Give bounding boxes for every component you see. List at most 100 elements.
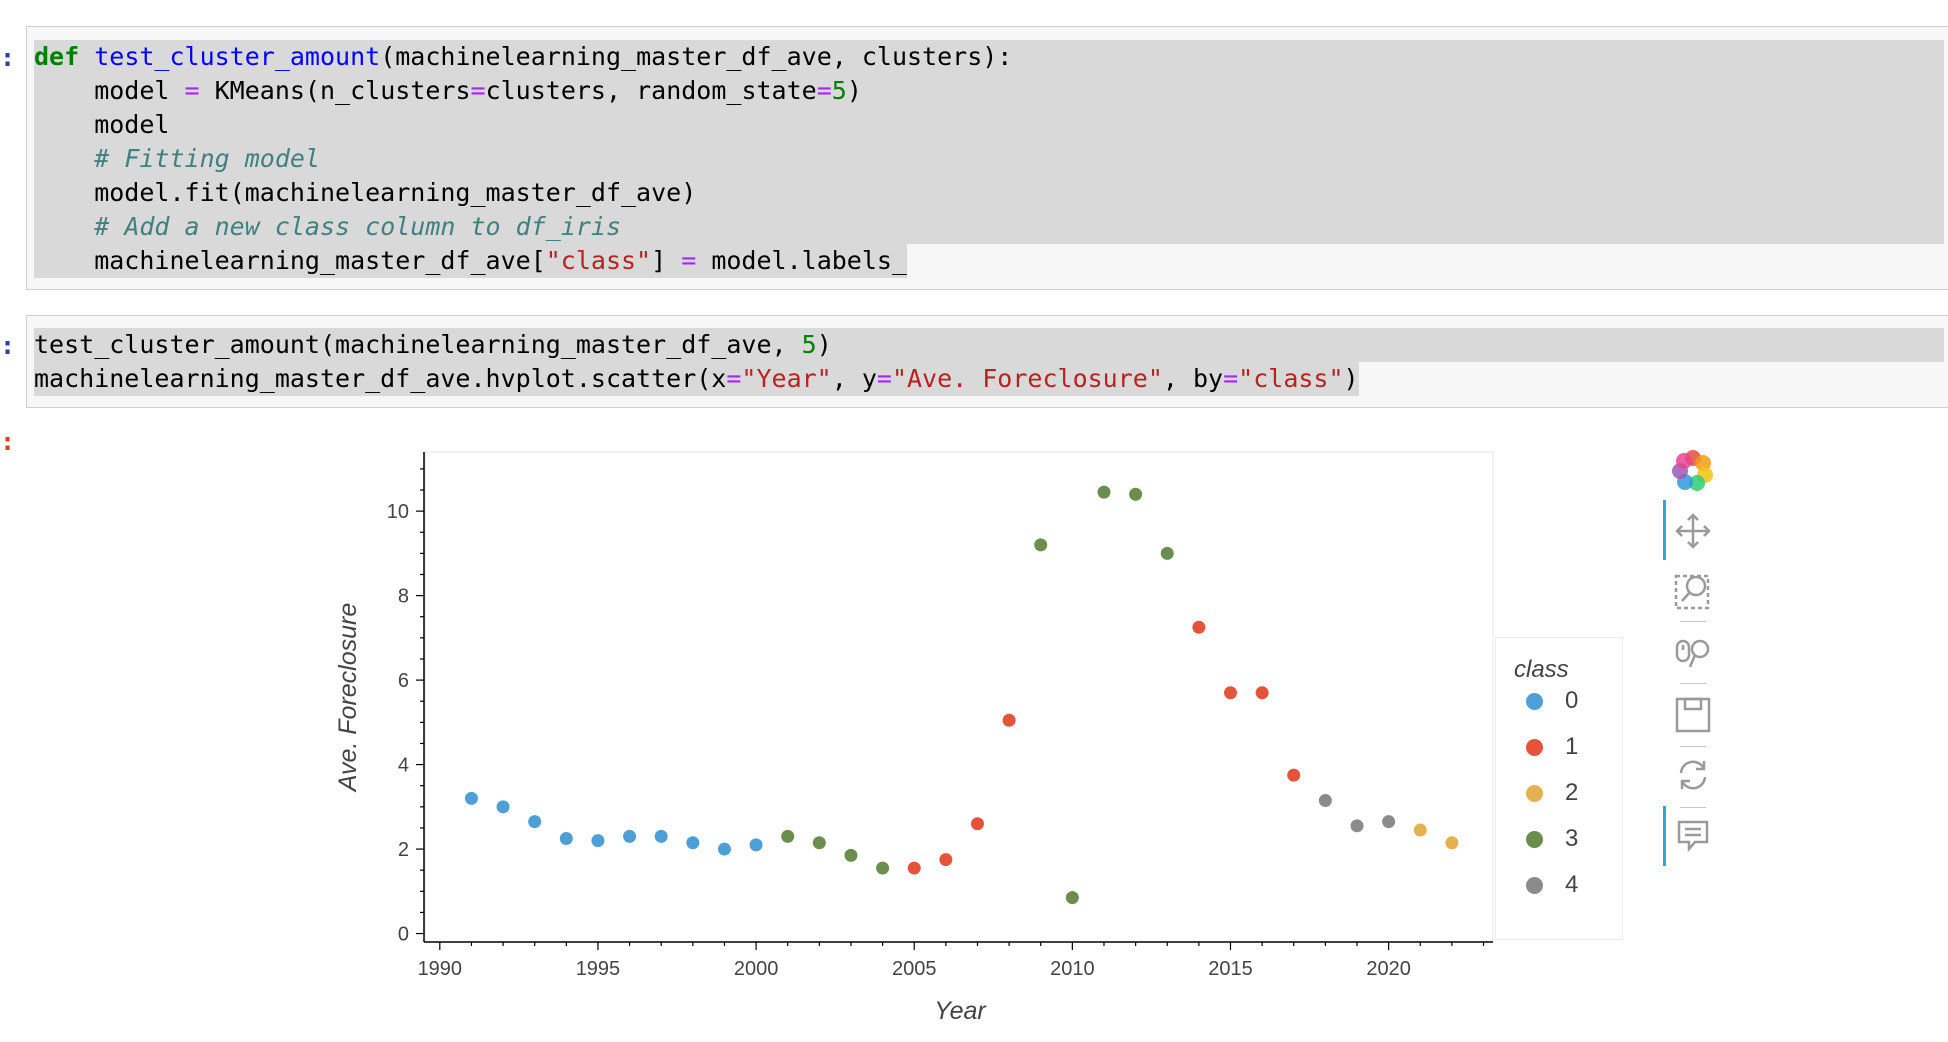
code-token: machinelearning_master_df_ave[ [34, 246, 546, 275]
tool-separator [1680, 621, 1706, 622]
code-token: ] [651, 246, 682, 275]
data-point-class-1 [1287, 768, 1301, 782]
data-point-class-3 [1160, 546, 1174, 560]
tool-active-indicator [1663, 500, 1666, 560]
code-token: model.fit(machinelearning_master_df_ave) [34, 178, 697, 207]
code-token: # Add a new class column to df_iris [94, 212, 622, 241]
legend-swatch [1526, 830, 1543, 848]
code-line: # Add a new class column to df_iris [34, 210, 1944, 244]
cell-prompt: : [0, 43, 16, 72]
code-editor[interactable]: test_cluster_amount(machinelearning_mast… [34, 328, 1944, 396]
code-token: (machinelearning_master_df_ave, clusters… [380, 42, 1013, 71]
code-token: # Fitting model [94, 144, 320, 173]
data-point-class-0 [528, 815, 542, 829]
legend-item[interactable]: 0 [1526, 686, 1578, 716]
scatter-points [464, 485, 1459, 905]
legend-label: 2 [1565, 779, 1579, 806]
wheel-zoom-icon[interactable] [1668, 628, 1718, 678]
code-token: ) [846, 76, 862, 105]
data-point-class-0 [749, 838, 763, 852]
code-token: = [681, 246, 697, 275]
legend-item[interactable]: 3 [1526, 824, 1578, 854]
legend-item[interactable]: 4 [1526, 870, 1578, 900]
code-token: model [34, 76, 185, 105]
legend-swatch [1526, 784, 1543, 802]
legend-item[interactable]: 1 [1526, 732, 1578, 762]
tool-separator [1680, 746, 1706, 747]
code-line: machinelearning_master_df_ave.hvplot.sca… [34, 362, 1359, 396]
x-tick-label: 2015 [1208, 958, 1253, 980]
code-token: = [184, 76, 200, 105]
tool-separator [1680, 683, 1706, 684]
code-line: machinelearning_master_df_ave["class"] =… [34, 244, 907, 278]
x-tick-label: 2020 [1366, 958, 1411, 980]
data-point-class-3 [781, 829, 795, 843]
code-token: "class" [545, 246, 652, 275]
y-tick-label: 2 [398, 839, 409, 861]
data-point-class-3 [1034, 538, 1048, 552]
data-point-class-0 [591, 834, 605, 848]
data-point-class-0 [654, 829, 668, 843]
data-point-class-3 [1097, 485, 1111, 499]
code-token: test_cluster_amount(machinelearning_mast… [34, 330, 802, 359]
data-point-class-1 [1002, 713, 1016, 727]
legend-label: 3 [1565, 825, 1579, 852]
data-point-class-0 [559, 832, 573, 846]
data-point-class-4 [1318, 793, 1332, 807]
code-line: def test_cluster_amount(machinelearning_… [34, 40, 1944, 74]
data-point-class-3 [812, 836, 826, 850]
code-token: , by [1162, 364, 1224, 393]
hover-icon[interactable] [1668, 811, 1718, 861]
cell-prompt: : [0, 331, 16, 360]
code-token: 5 [831, 76, 847, 105]
data-point-class-3 [844, 848, 858, 862]
legend-label: 0 [1565, 687, 1579, 714]
code-token: "class" [1238, 364, 1344, 393]
code-token: = [470, 76, 486, 105]
output-prompt: : [0, 427, 16, 456]
save-icon[interactable] [1668, 690, 1718, 740]
x-tick-label: 2000 [734, 958, 779, 980]
data-point-class-1 [1223, 686, 1237, 700]
box-zoom-icon[interactable] [1668, 565, 1718, 615]
code-editor[interactable]: def test_cluster_amount(machinelearning_… [34, 40, 1944, 278]
y-axis-label: Ave. Foreclosure [334, 603, 362, 794]
legend-item[interactable]: 2 [1526, 778, 1578, 808]
y-axis-ticks: 0 2 4 6 8 10 [387, 468, 424, 946]
data-point-class-1 [1255, 686, 1269, 700]
data-point-class-3 [1129, 487, 1143, 501]
code-token: clusters, random_state [485, 76, 817, 105]
legend: class 0 1 2 3 4 [1495, 637, 1623, 940]
data-point-class-0 [496, 800, 510, 814]
code-token: def [34, 42, 80, 71]
pan-icon[interactable] [1668, 506, 1718, 556]
y-tick-label: 4 [398, 755, 409, 777]
data-point-class-3 [876, 861, 890, 875]
code-token: = [726, 364, 742, 393]
tool-separator [1680, 807, 1706, 808]
legend-label: 4 [1565, 871, 1579, 898]
code-token: "Year" [741, 364, 832, 393]
reset-icon[interactable] [1668, 750, 1718, 800]
data-point-class-4 [1350, 819, 1364, 833]
legend-label: 1 [1565, 733, 1579, 760]
code-token: model [34, 110, 170, 139]
code-token: = [876, 364, 892, 393]
data-point-class-1 [970, 817, 984, 831]
code-token: test_cluster_amount [94, 42, 381, 71]
tool-active-indicator [1663, 806, 1666, 866]
code-token: model.labels_ [696, 246, 907, 275]
x-axis-label: Year [934, 997, 987, 1025]
x-tick-label: 1990 [418, 958, 463, 980]
y-tick-label: 8 [398, 586, 409, 608]
legend-swatch [1526, 876, 1543, 894]
code-token: = [1223, 364, 1239, 393]
x-tick-label: 2010 [1050, 958, 1095, 980]
y-tick-label: 10 [387, 501, 409, 523]
data-point-class-1 [907, 861, 921, 875]
bokeh-logo-icon[interactable] [1668, 445, 1718, 495]
legend-swatch [1526, 692, 1543, 710]
code-line: # Fitting model [34, 142, 1944, 176]
code-token: 5 [801, 330, 817, 359]
